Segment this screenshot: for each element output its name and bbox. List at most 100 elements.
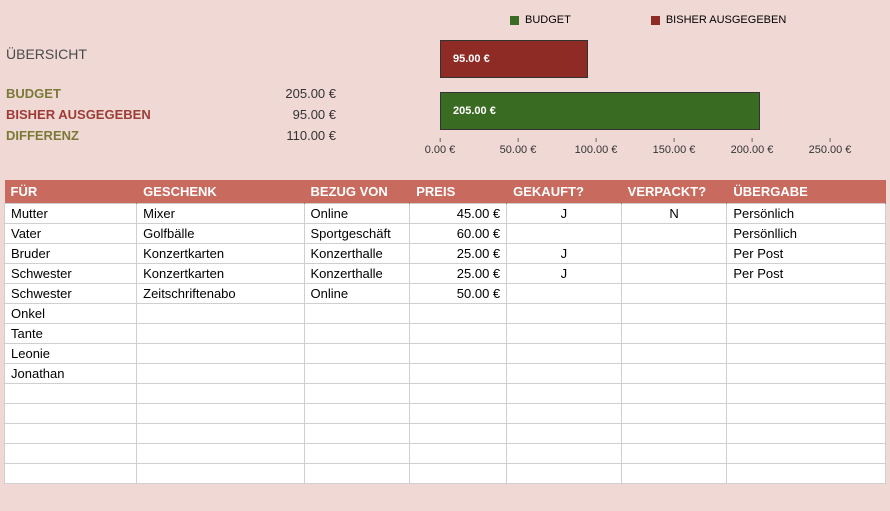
cell-bezug[interactable]: [304, 344, 410, 364]
cell-fuer[interactable]: Leonie: [5, 344, 137, 364]
cell-gekauft[interactable]: [507, 404, 622, 424]
cell-uebergabe[interactable]: [727, 344, 886, 364]
cell-fuer[interactable]: Vater: [5, 224, 137, 244]
cell-geschenk[interactable]: [137, 424, 304, 444]
cell-preis[interactable]: [410, 384, 507, 404]
cell-geschenk[interactable]: [137, 464, 304, 484]
cell-verpackt[interactable]: [621, 224, 727, 244]
cell-fuer[interactable]: Jonathan: [5, 364, 137, 384]
cell-uebergabe[interactable]: Persönllich: [727, 224, 886, 244]
cell-verpackt[interactable]: [621, 364, 727, 384]
cell-preis[interactable]: 25.00 €: [410, 244, 507, 264]
cell-uebergabe[interactable]: [727, 364, 886, 384]
chart-bar: 205.00 €: [440, 92, 760, 130]
cell-bezug[interactable]: Konzerthalle: [304, 264, 410, 284]
cell-verpackt[interactable]: [621, 384, 727, 404]
cell-bezug[interactable]: [304, 464, 410, 484]
cell-preis[interactable]: [410, 424, 507, 444]
cell-gekauft[interactable]: [507, 464, 622, 484]
cell-fuer[interactable]: [5, 384, 137, 404]
cell-fuer[interactable]: [5, 404, 137, 424]
cell-geschenk[interactable]: [137, 344, 304, 364]
cell-fuer[interactable]: Tante: [5, 324, 137, 344]
cell-preis[interactable]: 45.00 €: [410, 204, 507, 224]
cell-gekauft[interactable]: J: [507, 204, 622, 224]
cell-geschenk[interactable]: Konzertkarten: [137, 244, 304, 264]
cell-uebergabe[interactable]: Persönlich: [727, 204, 886, 224]
cell-uebergabe[interactable]: [727, 444, 886, 464]
cell-gekauft[interactable]: [507, 384, 622, 404]
cell-verpackt[interactable]: [621, 404, 727, 424]
cell-verpackt[interactable]: [621, 344, 727, 364]
cell-fuer[interactable]: Onkel: [5, 304, 137, 324]
cell-gekauft[interactable]: [507, 364, 622, 384]
cell-uebergabe[interactable]: [727, 284, 886, 304]
overview-label: DIFFERENZ: [6, 126, 246, 147]
cell-gekauft[interactable]: [507, 444, 622, 464]
cell-verpackt[interactable]: [621, 244, 727, 264]
cell-bezug[interactable]: Online: [304, 204, 410, 224]
cell-fuer[interactable]: Schwester: [5, 264, 137, 284]
cell-uebergabe[interactable]: [727, 324, 886, 344]
cell-gekauft[interactable]: [507, 344, 622, 364]
cell-preis[interactable]: [410, 404, 507, 424]
cell-fuer[interactable]: Bruder: [5, 244, 137, 264]
cell-preis[interactable]: 25.00 €: [410, 264, 507, 284]
cell-gekauft[interactable]: [507, 224, 622, 244]
cell-preis[interactable]: [410, 364, 507, 384]
cell-uebergabe[interactable]: Per Post: [727, 264, 886, 284]
cell-uebergabe[interactable]: [727, 424, 886, 444]
cell-verpackt[interactable]: [621, 424, 727, 444]
cell-geschenk[interactable]: [137, 324, 304, 344]
cell-uebergabe[interactable]: [727, 464, 886, 484]
cell-gekauft[interactable]: [507, 304, 622, 324]
cell-gekauft[interactable]: [507, 424, 622, 444]
cell-gekauft[interactable]: J: [507, 264, 622, 284]
cell-gekauft[interactable]: [507, 284, 622, 304]
cell-bezug[interactable]: [304, 384, 410, 404]
cell-verpackt[interactable]: [621, 284, 727, 304]
cell-bezug[interactable]: [304, 324, 410, 344]
cell-verpackt[interactable]: [621, 444, 727, 464]
cell-geschenk[interactable]: Konzertkarten: [137, 264, 304, 284]
cell-uebergabe[interactable]: [727, 304, 886, 324]
cell-fuer[interactable]: Schwester: [5, 284, 137, 304]
cell-preis[interactable]: [410, 444, 507, 464]
cell-geschenk[interactable]: [137, 384, 304, 404]
cell-preis[interactable]: 50.00 €: [410, 284, 507, 304]
cell-verpackt[interactable]: [621, 324, 727, 344]
cell-fuer[interactable]: Mutter: [5, 204, 137, 224]
cell-bezug[interactable]: Online: [304, 284, 410, 304]
cell-geschenk[interactable]: Golfbälle: [137, 224, 304, 244]
cell-geschenk[interactable]: Zeitschriftenabo: [137, 284, 304, 304]
cell-bezug[interactable]: [304, 404, 410, 424]
cell-geschenk[interactable]: [137, 444, 304, 464]
cell-uebergabe[interactable]: [727, 404, 886, 424]
cell-geschenk[interactable]: [137, 364, 304, 384]
cell-uebergabe[interactable]: [727, 384, 886, 404]
cell-uebergabe[interactable]: Per Post: [727, 244, 886, 264]
cell-preis[interactable]: [410, 344, 507, 364]
cell-bezug[interactable]: Sportgeschäft: [304, 224, 410, 244]
cell-geschenk[interactable]: Mixer: [137, 204, 304, 224]
cell-verpackt[interactable]: [621, 264, 727, 284]
cell-gekauft[interactable]: [507, 324, 622, 344]
cell-geschenk[interactable]: [137, 304, 304, 324]
cell-preis[interactable]: [410, 324, 507, 344]
cell-bezug[interactable]: [304, 304, 410, 324]
cell-fuer[interactable]: [5, 424, 137, 444]
cell-verpackt[interactable]: [621, 304, 727, 324]
cell-geschenk[interactable]: [137, 404, 304, 424]
cell-preis[interactable]: 60.00 €: [410, 224, 507, 244]
cell-bezug[interactable]: [304, 424, 410, 444]
cell-bezug[interactable]: [304, 364, 410, 384]
cell-fuer[interactable]: [5, 464, 137, 484]
cell-verpackt[interactable]: N: [621, 204, 727, 224]
cell-verpackt[interactable]: [621, 464, 727, 484]
cell-fuer[interactable]: [5, 444, 137, 464]
cell-gekauft[interactable]: J: [507, 244, 622, 264]
cell-preis[interactable]: [410, 304, 507, 324]
cell-bezug[interactable]: [304, 444, 410, 464]
cell-preis[interactable]: [410, 464, 507, 484]
cell-bezug[interactable]: Konzerthalle: [304, 244, 410, 264]
